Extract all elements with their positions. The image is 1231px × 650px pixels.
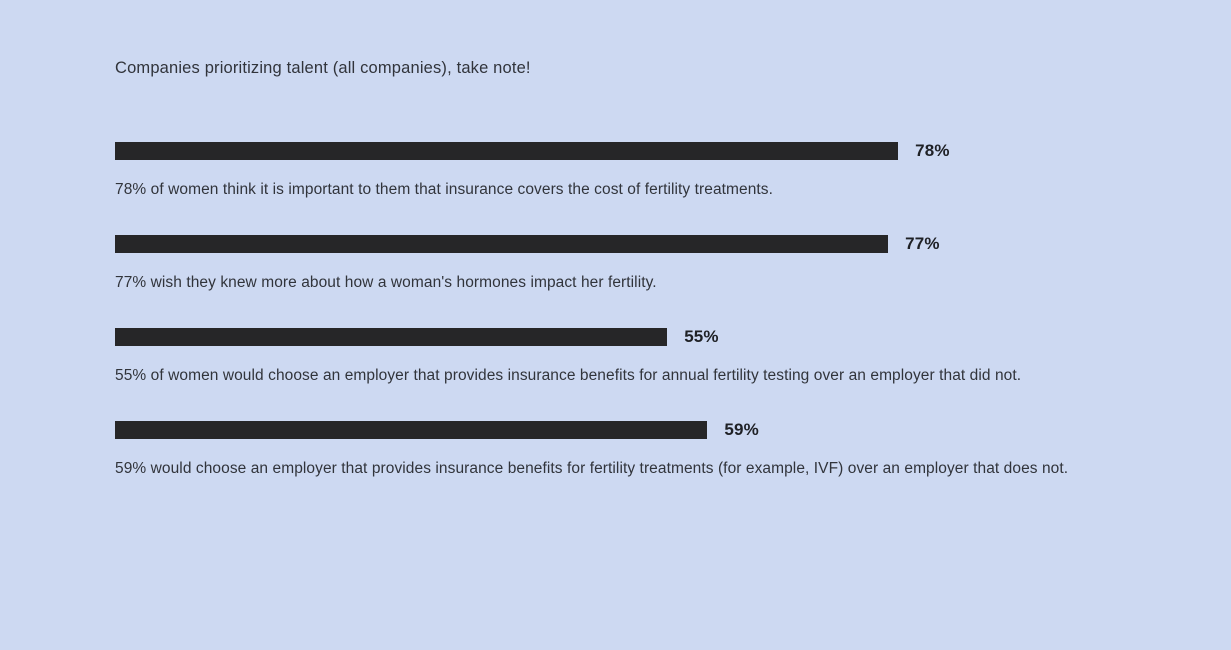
bar-fill [115,142,899,160]
bar-value-label: 55% [684,327,719,346]
bar-row: 59% [115,417,1125,443]
bar-row: 77% [115,231,1125,257]
stat-group: 55% 55% of women would choose an employer… [115,324,1125,388]
page-title: Companies prioritizing talent (all compa… [115,59,531,77]
bar-fill [115,421,708,439]
stat-caption: 77% wish they knew more about how a woma… [115,274,657,291]
bar-value-label: 77% [905,234,940,253]
stat-caption: 55% of women would choose an employer th… [115,367,1022,384]
bar-fill [115,328,668,346]
bar-track [115,421,708,439]
stat-group: 78% 78% of women think it is important to… [115,138,1125,202]
bar-row: 55% [115,324,1125,350]
stat-list: 78% 78% of women think it is important to… [115,138,1125,510]
bar-value-label: 78% [915,141,950,160]
bar-track [115,142,899,160]
bar-track [115,235,889,253]
stat-group: 77% 77% wish they knew more about how a w… [115,231,1125,295]
stat-caption: 78% of women think it is important to th… [115,181,774,198]
stat-caption: 59% would choose an employer that provid… [115,460,1069,477]
bar-fill [115,235,889,253]
stat-group: 59% 59% would choose an employer that pro… [115,417,1125,481]
bar-track [115,328,668,346]
bar-value-label: 59% [724,420,759,439]
bar-row: 78% [115,138,1125,164]
